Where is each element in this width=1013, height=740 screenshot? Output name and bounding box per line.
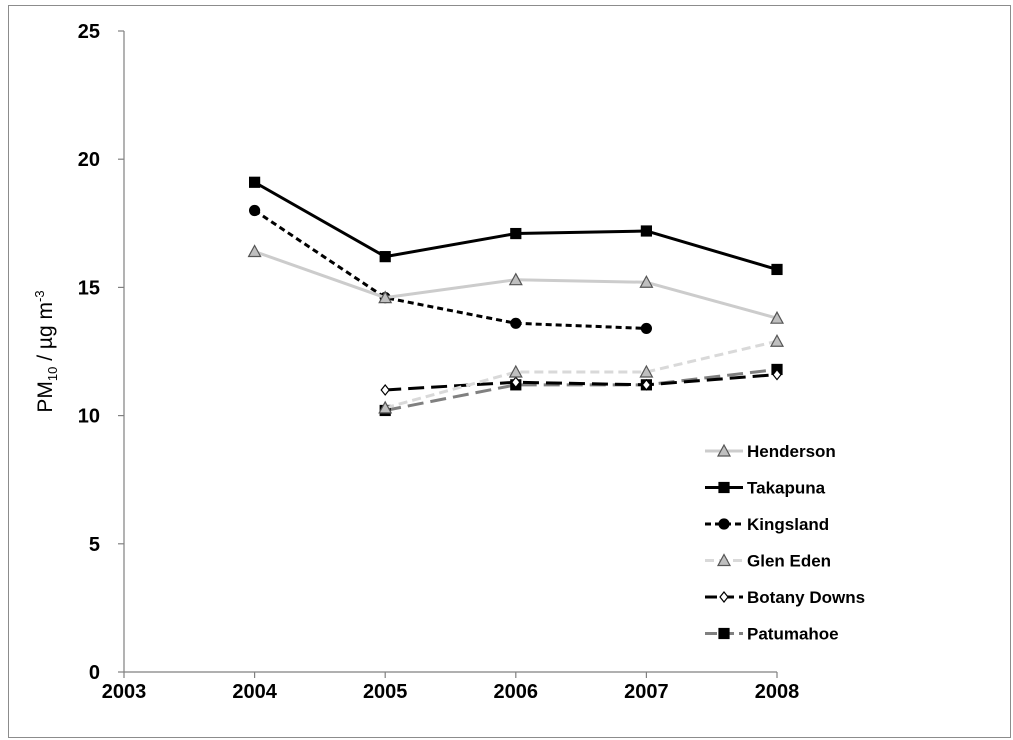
data-point [772, 368, 782, 381]
chart-frame [8, 5, 1011, 738]
legend: Henderson Takapuna Kingsland Glen Eden Botan… [705, 442, 865, 644]
data-point [508, 364, 523, 378]
y-tick-label: 25 [78, 21, 100, 43]
x-tick-label: 2004 [232, 681, 277, 703]
legend-swatch-marker [718, 481, 730, 494]
x-tick-label: 2008 [755, 681, 800, 703]
series-line [385, 373, 778, 392]
y-ticks: 0 5 10 15 20 25 [78, 21, 124, 684]
data-point [511, 376, 521, 389]
y-axis-label-superscript: -3 [32, 290, 47, 302]
data-point [510, 227, 522, 240]
x-tick-label: 2006 [494, 681, 539, 703]
legend-swatch-marker [718, 627, 730, 640]
data-point [247, 244, 262, 258]
y-axis-label-subscript: 10 [45, 367, 60, 381]
data-point [639, 275, 654, 288]
legend-swatch-marker [719, 591, 729, 603]
series-line [384, 367, 778, 412]
data-point [510, 317, 522, 329]
legend-label: Botany Downs [747, 588, 865, 607]
legend-label: Takapuna [747, 479, 826, 498]
y-tick-label: 0 [89, 662, 100, 684]
data-point [640, 225, 653, 237]
series-henderson [247, 244, 785, 324]
y-tick-label: 15 [78, 277, 100, 299]
legend-swatch-marker [716, 443, 732, 457]
y-tick-label: 10 [78, 406, 100, 428]
legend-item: Glen Eden [705, 552, 831, 571]
y-axis-label-main: PM [34, 381, 57, 413]
legend-label: Glen Eden [747, 552, 831, 571]
data-point [249, 204, 261, 217]
series-line [253, 180, 778, 271]
data-point [639, 364, 654, 378]
data-point [378, 290, 393, 304]
legend-item: Botany Downs [705, 588, 865, 607]
x-tick-label: 2007 [624, 681, 669, 703]
series-line [384, 339, 778, 410]
series-takapuna [249, 176, 783, 276]
axes [123, 31, 777, 673]
data-point [769, 333, 785, 347]
legend-swatch-marker [716, 553, 732, 567]
series-glen-eden [378, 333, 785, 414]
data-point [771, 263, 783, 276]
y-tick-label: 20 [78, 149, 100, 171]
y-tick-label: 5 [89, 534, 100, 556]
legend-label: Kingsland [747, 515, 829, 534]
legend-label: Patumahoe [747, 625, 839, 644]
legend-item: Kingsland [705, 515, 829, 534]
data-point [380, 383, 390, 396]
data-point [249, 176, 261, 188]
data-point [378, 400, 393, 414]
data-point [641, 378, 652, 391]
series-layer [247, 176, 785, 417]
data-point [769, 310, 785, 324]
legend-item: Henderson [705, 442, 836, 461]
x-tick-label: 2005 [363, 681, 408, 703]
data-point [379, 251, 391, 263]
x-tick-label: 2003 [102, 681, 147, 703]
legend-label: Henderson [747, 442, 836, 461]
series-botany-downs [380, 368, 782, 396]
legend-item: Takapuna [705, 479, 826, 498]
legend-item: Patumahoe [705, 625, 839, 644]
series-line [253, 209, 647, 330]
data-point [508, 272, 523, 286]
legend-swatch-marker [718, 518, 730, 530]
data-point [640, 322, 653, 335]
x-ticks: 2003 2004 2005 2006 2007 2008 [102, 672, 800, 703]
y-axis-label: PM10 / µg m-3 [32, 290, 60, 412]
y-axis-label-unit: / µg m [34, 302, 57, 367]
